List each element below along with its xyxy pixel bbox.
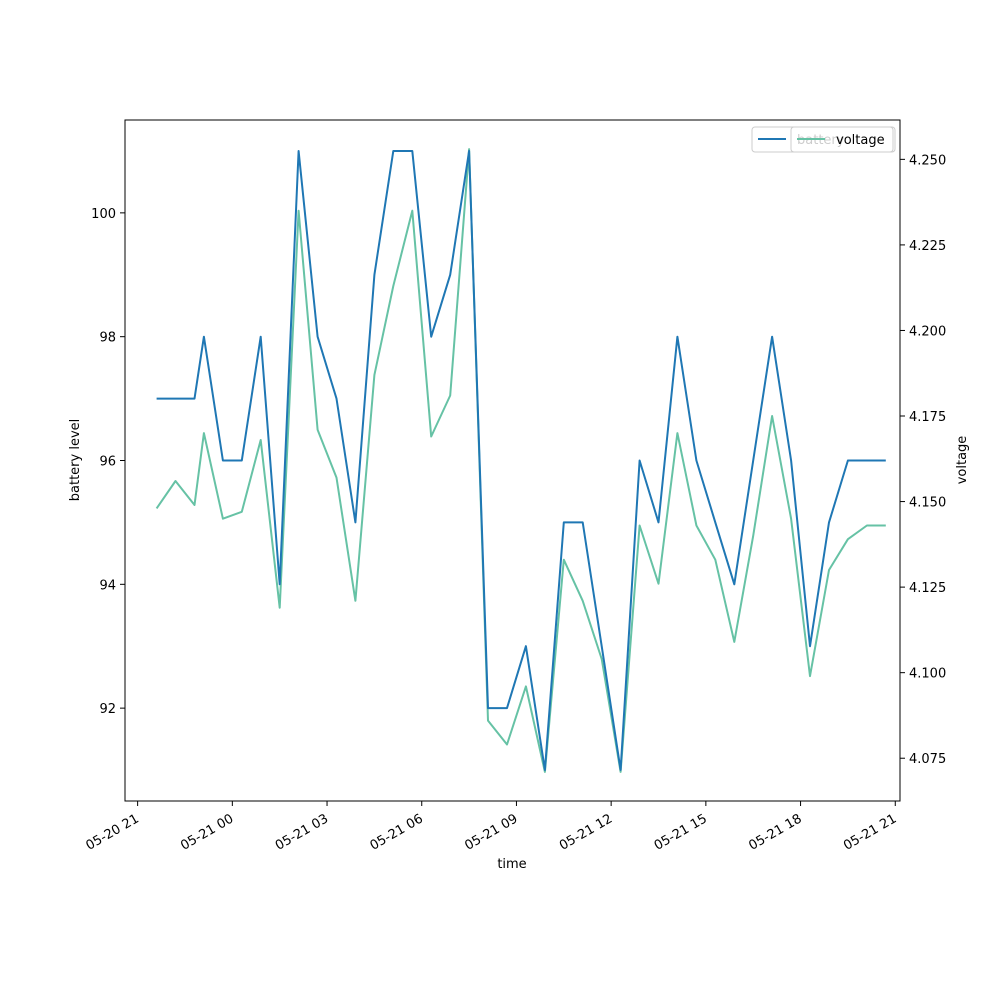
series-line-battery [156, 150, 886, 771]
y-left-tick-label: 100 [91, 207, 116, 222]
series-line-voltage [155, 148, 886, 773]
x-tick-label: 05-21 18 [746, 811, 804, 853]
x-tick-label: 05-20 21 [84, 811, 142, 853]
x-axis: 05-20 21 05-21 00 05-21 03 05-21 06 05-21 09… [84, 801, 899, 854]
y-right-tick-label: 4.225 [909, 239, 946, 254]
x-tick-label: 05-21 15 [652, 811, 710, 853]
x-axis-label: time [497, 857, 526, 872]
x-tick-label: 05-21 21 [841, 811, 899, 853]
y-right-tick-label: 4.200 [909, 324, 946, 339]
legend-voltage-label: voltage [836, 133, 885, 148]
y-right-tick-label: 4.175 [909, 410, 946, 425]
y-right-tick-label: 4.150 [909, 496, 946, 511]
y-right-tick-label: 4.125 [909, 581, 946, 596]
legend-voltage: voltage [790, 126, 894, 153]
y-left-tick-label: 98 [99, 331, 116, 346]
x-tick-label: 05-21 03 [273, 811, 331, 853]
x-tick-label: 05-21 12 [557, 811, 615, 853]
y-left-tick-label: 94 [99, 578, 116, 593]
y-left-tick-label: 96 [99, 455, 116, 470]
y-right-tick-label: 4.100 [909, 667, 946, 682]
x-tick-label: 05-21 00 [178, 811, 236, 853]
y-axis-right-label: voltage [955, 436, 970, 485]
y-axis-right: 4.075 4.100 4.125 4.150 4.175 4.200 4.225 4.250 [900, 153, 946, 767]
y-left-tick-label: 92 [99, 702, 116, 717]
y-axis-left-label: battery level [68, 419, 83, 502]
y-axis-left: 92 94 96 98 100 [91, 207, 125, 717]
x-tick-label: 05-21 06 [368, 811, 426, 853]
y-right-tick-label: 4.250 [909, 153, 946, 168]
y-right-tick-label: 4.075 [909, 752, 946, 767]
series-layer [155, 148, 886, 773]
x-tick-label: 05-21 09 [462, 811, 520, 853]
